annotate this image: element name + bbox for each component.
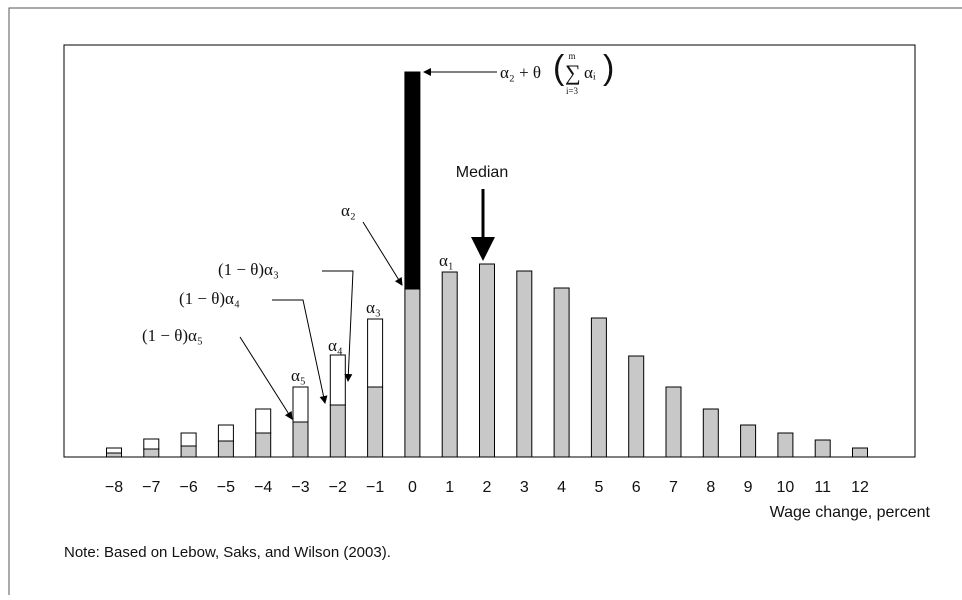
bars xyxy=(106,71,868,458)
x-tick-label: −6 xyxy=(179,479,197,496)
formula-term: αᵢ xyxy=(584,63,596,82)
arrow xyxy=(272,299,328,404)
bar xyxy=(852,447,868,458)
bar xyxy=(143,448,160,458)
bar xyxy=(217,424,234,442)
bar xyxy=(180,432,197,447)
x-axis-label: Wage change, percent xyxy=(770,504,931,521)
bar xyxy=(404,71,421,290)
annotation: α₄ xyxy=(328,336,343,355)
bar xyxy=(255,432,272,458)
annotation: α₅ xyxy=(291,366,306,385)
bar xyxy=(367,386,384,458)
frame xyxy=(8,7,962,595)
x-tick-label: 4 xyxy=(557,479,566,496)
bar xyxy=(143,438,160,450)
note: Note: Based on Lebow, Saks, and Wilson (… xyxy=(64,544,391,561)
bar xyxy=(404,288,421,458)
x-tick-label: 8 xyxy=(706,479,715,496)
x-tick-label: −1 xyxy=(366,479,384,496)
x-tick-label: 3 xyxy=(520,479,529,496)
x-tick-label: 6 xyxy=(632,479,641,496)
x-tick-label: 5 xyxy=(594,479,603,496)
paren: ) xyxy=(603,49,614,87)
x-tick-label: 2 xyxy=(483,479,492,496)
arrow xyxy=(362,221,403,286)
formula: α₂ + θ xyxy=(500,63,541,82)
x-tick-label: −8 xyxy=(105,479,123,496)
bar xyxy=(292,421,309,458)
arrow xyxy=(239,336,293,420)
x-tick-label: 11 xyxy=(814,479,831,496)
x-tick-label: −7 xyxy=(142,479,160,496)
annotation: (1 − θ)α₄ xyxy=(179,289,240,308)
formula-sup: m xyxy=(568,51,575,61)
x-tick-label: 7 xyxy=(669,479,678,496)
formula-sum: ∑ xyxy=(565,60,581,85)
x-tick-label: 0 xyxy=(408,479,417,496)
annotation: (1 − θ)α₃ xyxy=(218,260,279,279)
x-tick-label: 10 xyxy=(777,479,795,496)
paren: ( xyxy=(553,49,565,87)
bar xyxy=(106,452,122,458)
bar xyxy=(740,424,757,458)
formula-sub: i=3 xyxy=(566,86,579,96)
annotation: α₂ xyxy=(341,201,356,220)
bar xyxy=(329,354,346,406)
x-tick-label: −5 xyxy=(217,479,235,496)
annotation: Median xyxy=(456,164,508,181)
bar xyxy=(441,271,458,458)
bar xyxy=(702,408,719,458)
x-tick-label: 1 xyxy=(445,479,454,496)
bar xyxy=(777,432,794,458)
bar xyxy=(814,439,831,458)
x-tick-label: −4 xyxy=(254,479,272,496)
bar xyxy=(180,445,197,458)
bar xyxy=(217,440,234,458)
annotation: (1 − θ)α₅ xyxy=(142,326,203,345)
bar xyxy=(553,287,570,458)
bar xyxy=(292,386,309,423)
annotation: α₃ xyxy=(366,298,381,317)
bar xyxy=(255,408,272,434)
bar xyxy=(106,447,122,454)
bar xyxy=(590,317,607,458)
arrow xyxy=(322,270,354,382)
x-tick-label: −3 xyxy=(291,479,309,496)
bar xyxy=(516,270,533,458)
x-tick-label: −2 xyxy=(329,479,347,496)
x-tick-label: 12 xyxy=(851,479,869,496)
bar xyxy=(665,386,682,458)
bar xyxy=(628,355,645,458)
bar xyxy=(479,263,495,458)
annotation: α₁ xyxy=(439,251,454,270)
x-tick-label: 9 xyxy=(744,479,753,496)
bar xyxy=(329,404,346,458)
bar xyxy=(367,318,384,388)
